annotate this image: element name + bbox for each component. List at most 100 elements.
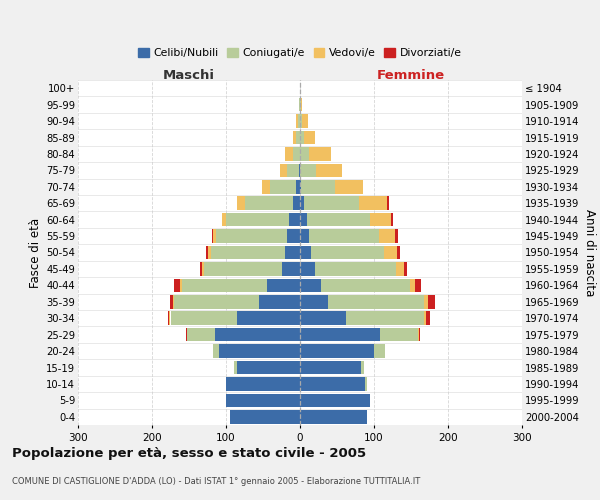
Bar [300,361,361,374]
Bar [300,377,365,390]
Bar [204,262,281,276]
Bar [300,180,301,194]
Y-axis label: Fasce di età: Fasce di età [29,218,42,288]
Bar [285,147,293,160]
Bar [300,312,346,325]
Bar [383,246,397,259]
Bar [388,196,389,210]
Bar [218,344,300,358]
Bar [293,131,296,144]
Bar [287,230,300,243]
Bar [374,344,385,358]
Bar [424,312,426,325]
Bar [361,361,364,374]
Bar [370,213,391,226]
Bar [287,164,299,177]
Bar [296,114,298,128]
Bar [424,295,428,308]
Bar [379,230,395,243]
Bar [300,114,302,128]
Bar [300,394,370,407]
Bar [170,312,237,325]
Bar [301,98,302,112]
Bar [418,328,419,342]
Bar [296,180,300,194]
Bar [285,246,300,259]
Bar [215,328,300,342]
Bar [426,312,430,325]
Bar [410,278,415,292]
Bar [298,114,300,128]
Bar [245,196,293,210]
Y-axis label: Anni di nascita: Anni di nascita [583,209,596,296]
Bar [211,246,285,259]
Bar [300,213,307,226]
Bar [359,196,388,210]
Bar [200,262,202,276]
Bar [271,180,296,194]
Bar [202,262,204,276]
Bar [281,262,300,276]
Bar [237,196,245,210]
Bar [300,246,311,259]
Bar [167,312,169,325]
Bar [226,213,289,226]
Bar [335,180,363,194]
Bar [316,164,342,177]
Bar [182,278,266,292]
Bar [315,262,396,276]
Bar [300,344,374,358]
Bar [299,98,300,112]
Bar [300,131,304,144]
Bar [304,131,315,144]
Bar [169,312,170,325]
Bar [230,410,300,424]
Bar [212,344,218,358]
Bar [217,230,287,243]
Bar [404,262,407,276]
Bar [301,180,335,194]
Bar [304,196,359,210]
Bar [395,230,398,243]
Bar [234,361,237,374]
Bar [266,278,300,292]
Bar [428,295,436,308]
Bar [299,164,300,177]
Bar [237,361,300,374]
Bar [300,278,321,292]
Bar [321,278,410,292]
Bar [293,196,300,210]
Bar [180,278,182,292]
Bar [174,295,259,308]
Bar [346,312,424,325]
Bar [296,131,300,144]
Bar [226,377,300,390]
Bar [300,230,309,243]
Bar [302,114,308,128]
Bar [309,147,331,160]
Bar [212,230,217,243]
Bar [206,246,208,259]
Bar [237,312,300,325]
Bar [208,246,211,259]
Legend: Celibi/Nubili, Coniugati/e, Vedovi/e, Divorziati/e: Celibi/Nubili, Coniugati/e, Vedovi/e, Di… [134,44,466,63]
Bar [280,164,287,177]
Bar [396,262,404,276]
Bar [300,295,328,308]
Bar [259,295,300,308]
Bar [300,410,367,424]
Bar [300,262,315,276]
Bar [419,328,420,342]
Bar [174,278,180,292]
Bar [186,328,187,342]
Bar [187,328,215,342]
Bar [300,328,380,342]
Bar [170,295,173,308]
Bar [311,246,383,259]
Bar [307,213,370,226]
Bar [221,213,222,226]
Bar [226,394,300,407]
Bar [365,377,367,390]
Bar [397,246,400,259]
Bar [415,278,421,292]
